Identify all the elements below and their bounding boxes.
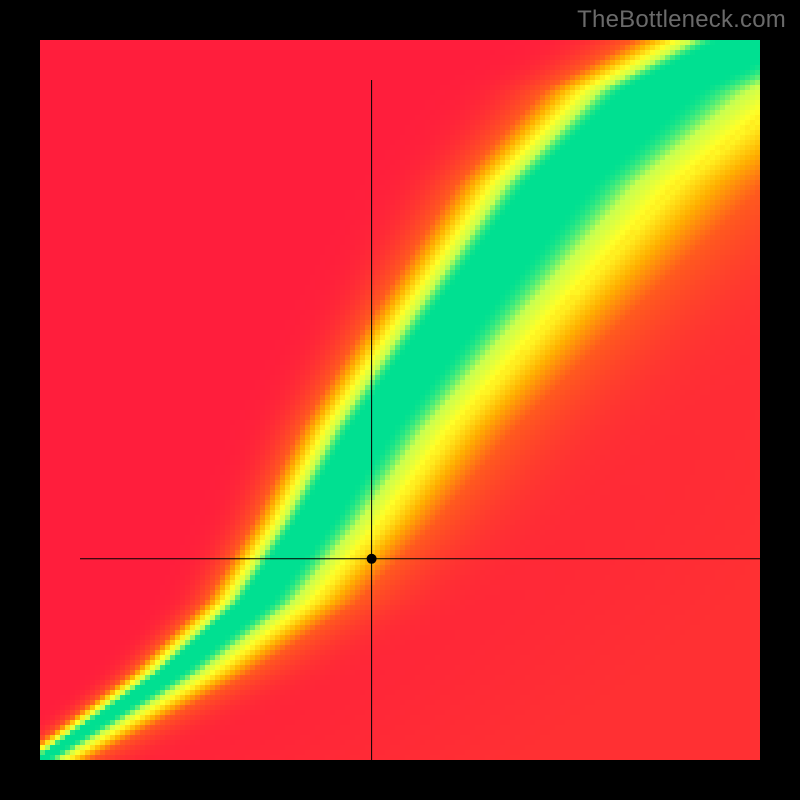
watermark-text: TheBottleneck.com (577, 6, 786, 34)
chart-container: TheBottleneck.com (0, 0, 800, 800)
heatmap-plot-area (40, 40, 760, 760)
heatmap-canvas (40, 40, 760, 760)
